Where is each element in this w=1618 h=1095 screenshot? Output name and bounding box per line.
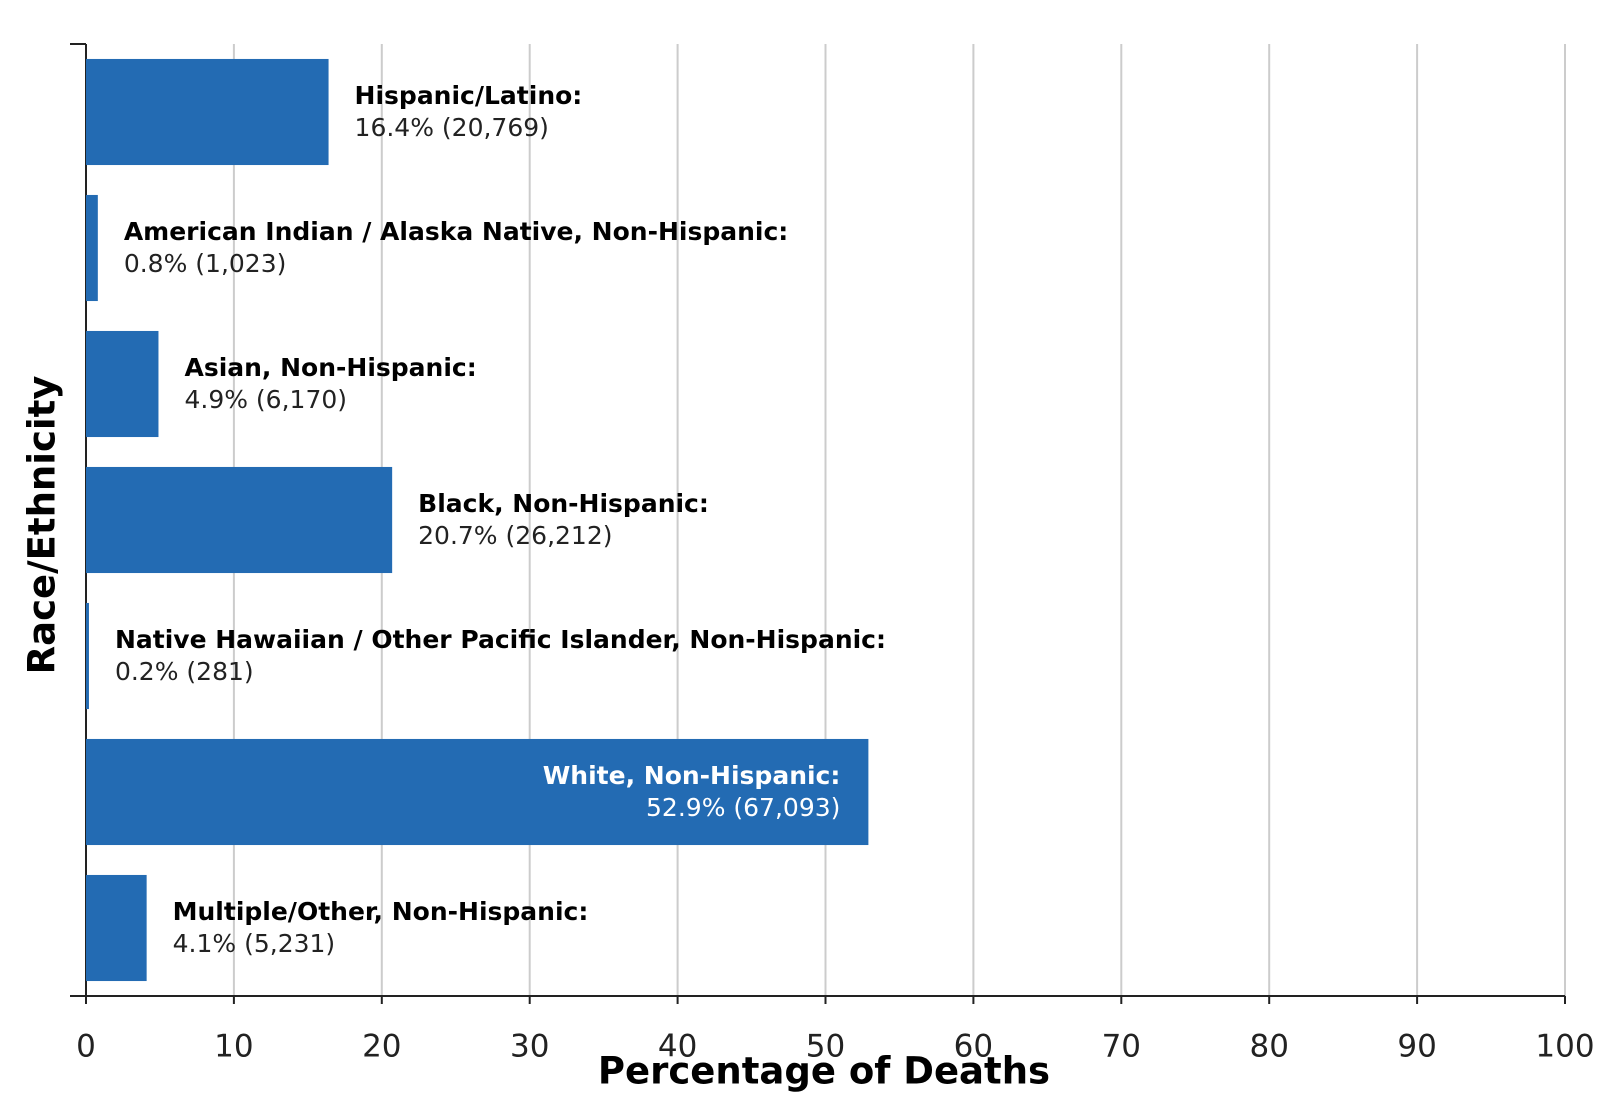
bar-value-label: 20.7% (26,212)	[418, 521, 612, 550]
x-axis-title: Percentage of Deaths	[598, 1050, 1050, 1093]
x-tick-label: 80	[1249, 1029, 1288, 1065]
bar	[86, 194, 98, 302]
bar-category-label: Native Hawaiian / Other Pacific Islander…	[115, 625, 886, 654]
bar-category-label: Black, Non-Hispanic:	[418, 489, 709, 518]
x-tick-label: 20	[362, 1029, 401, 1065]
bar-category-label: Hispanic/Latino:	[355, 81, 583, 110]
bar-category-label: Multiple/Other, Non-Hispanic:	[173, 897, 589, 926]
x-tick-label: 100	[1535, 1029, 1594, 1065]
bar-value-label: 0.2% (281)	[115, 657, 254, 686]
bar-category-label: Asian, Non-Hispanic:	[184, 353, 476, 382]
x-tick-label: 50	[806, 1029, 845, 1065]
bar-category-label: White, Non-Hispanic:	[543, 761, 841, 790]
bar	[86, 602, 89, 710]
x-tick-label: 90	[1397, 1029, 1436, 1065]
x-tick-label: 0	[76, 1029, 96, 1065]
x-tick-label: 70	[1102, 1029, 1141, 1065]
bar	[86, 738, 869, 846]
x-tick-label: 10	[214, 1029, 253, 1065]
bar-value-label: 16.4% (20,769)	[355, 113, 549, 142]
bar-value-label: 4.9% (6,170)	[184, 385, 347, 414]
bar	[86, 874, 147, 982]
bar-value-label: 52.9% (67,093)	[646, 793, 840, 822]
bar-value-label: 4.1% (5,231)	[173, 929, 336, 958]
bar-category-label: American Indian / Alaska Native, Non-His…	[124, 217, 788, 246]
bar	[86, 58, 329, 166]
y-axis-title: Race/Ethnicity	[21, 376, 64, 675]
x-tick-label: 60	[954, 1029, 993, 1065]
bar	[86, 466, 393, 574]
x-tick-label: 40	[658, 1029, 697, 1065]
bar-value-label: 0.8% (1,023)	[124, 249, 287, 278]
x-tick-label: 30	[510, 1029, 549, 1065]
bar	[86, 330, 159, 438]
